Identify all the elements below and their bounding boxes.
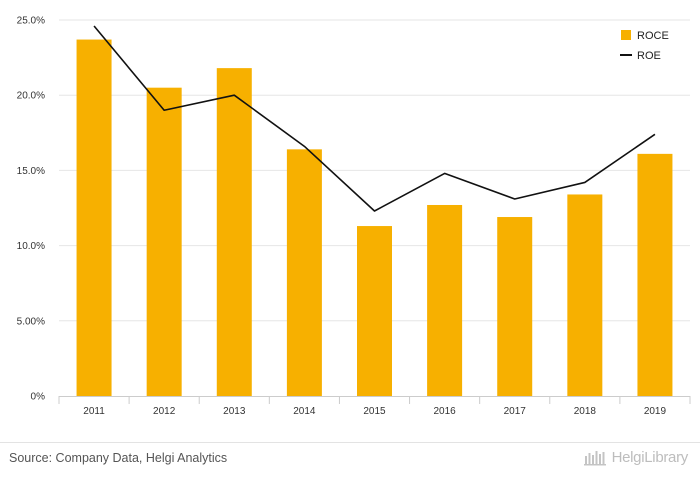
brand-name: HelgiLibrary (611, 449, 689, 466)
roce-bar (427, 204, 463, 396)
x-tick-label: 2016 (433, 406, 456, 417)
y-tick-label: 25.0% (17, 16, 45, 27)
x-tick-label: 2015 (363, 406, 386, 417)
source-note: Source: Company Data, Helgi Analytics (9, 451, 228, 465)
footer-divider (0, 442, 700, 443)
x-tick-label: 2019 (644, 406, 667, 417)
roce-bar (497, 217, 533, 396)
x-tick-label: 2013 (223, 406, 246, 417)
roce-bar (216, 68, 252, 397)
y-tick-label: 20.0% (17, 91, 45, 102)
x-tick-label: 2017 (504, 406, 527, 417)
roce-bar (567, 194, 603, 396)
x-tick-label: 2018 (574, 406, 597, 417)
y-tick-label: 0% (31, 392, 46, 403)
roce-bar (76, 39, 112, 396)
chart-plot: 0% 5.00% 10.0% 15.0% 20.0% 25.0% 2011 2012 2013 2… (17, 16, 691, 417)
x-tick-label: 2014 (293, 406, 316, 417)
roce-bar (357, 226, 392, 396)
legend: ROCE ROE (620, 30, 669, 62)
x-tick-label: 2011 (83, 406, 105, 417)
brand-logo[interactable]: HelgiLibrary (583, 449, 689, 466)
y-tick-label: 5.00% (17, 316, 45, 327)
y-tick-label: 10.0% (17, 241, 45, 252)
legend-swatch-roce (621, 30, 631, 40)
legend-label-roe: ROE (637, 50, 661, 62)
y-tick-label: 15.0% (17, 166, 45, 177)
legend-label-roce: ROCE (637, 30, 669, 42)
roce-bar (146, 87, 182, 397)
roce-bar (286, 149, 322, 396)
roce-bar (637, 153, 673, 396)
library-logo-icon (583, 450, 606, 465)
x-tick-label: 2012 (153, 406, 176, 417)
